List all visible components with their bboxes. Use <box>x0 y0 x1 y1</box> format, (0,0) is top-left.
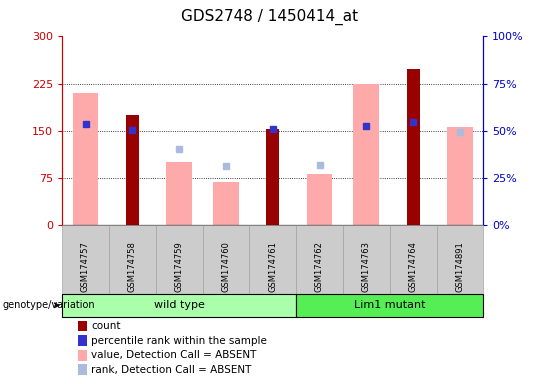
Bar <box>213 182 239 225</box>
Bar <box>166 162 192 225</box>
Text: GSM174761: GSM174761 <box>268 241 277 292</box>
Bar <box>447 127 473 225</box>
Bar <box>307 174 333 225</box>
Text: GSM174757: GSM174757 <box>81 241 90 292</box>
Text: GSM174763: GSM174763 <box>362 241 371 292</box>
Text: percentile rank within the sample: percentile rank within the sample <box>91 336 267 346</box>
Bar <box>266 129 279 225</box>
Text: rank, Detection Call = ABSENT: rank, Detection Call = ABSENT <box>91 365 252 375</box>
Bar <box>353 84 379 225</box>
Text: value, Detection Call = ABSENT: value, Detection Call = ABSENT <box>91 350 256 360</box>
Text: genotype/variation: genotype/variation <box>3 300 96 310</box>
Text: count: count <box>91 321 121 331</box>
Text: GSM174760: GSM174760 <box>221 241 231 292</box>
Bar <box>126 115 139 225</box>
Text: wild type: wild type <box>154 300 205 310</box>
Text: Lim1 mutant: Lim1 mutant <box>354 300 426 310</box>
Text: GDS2748 / 1450414_at: GDS2748 / 1450414_at <box>181 9 359 25</box>
Text: GSM174762: GSM174762 <box>315 241 324 292</box>
Text: GSM174758: GSM174758 <box>128 241 137 292</box>
Text: GSM174759: GSM174759 <box>174 241 184 292</box>
Text: GSM174891: GSM174891 <box>455 241 464 292</box>
Text: GSM174764: GSM174764 <box>409 241 417 292</box>
Bar <box>72 93 98 225</box>
Bar <box>407 69 420 225</box>
